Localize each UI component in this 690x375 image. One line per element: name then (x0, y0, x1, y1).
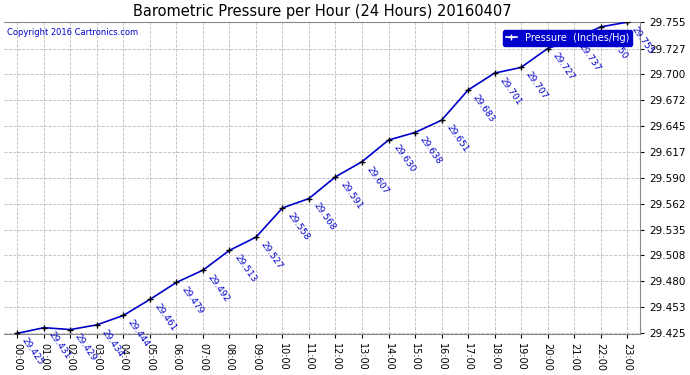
Pressure  (Inches/Hg) (66, 327, 75, 332)
Text: 29.630: 29.630 (391, 143, 417, 174)
Pressure  (Inches/Hg) (437, 118, 446, 123)
Pressure  (Inches/Hg) (358, 159, 366, 164)
Text: 29.755: 29.755 (630, 25, 656, 56)
Pressure  (Inches/Hg) (331, 175, 339, 179)
Pressure  (Inches/Hg) (199, 268, 207, 272)
Legend: Pressure  (Inches/Hg): Pressure (Inches/Hg) (502, 30, 632, 45)
Pressure  (Inches/Hg) (92, 322, 101, 327)
Text: 29.558: 29.558 (285, 211, 310, 242)
Pressure  (Inches/Hg) (119, 313, 128, 318)
Pressure  (Inches/Hg) (491, 71, 499, 75)
Text: 29.701: 29.701 (497, 76, 523, 107)
Text: 29.492: 29.492 (206, 273, 231, 304)
Text: 29.479: 29.479 (179, 285, 205, 316)
Text: 29.591: 29.591 (338, 180, 364, 211)
Text: 29.429: 29.429 (73, 332, 99, 363)
Text: 29.638: 29.638 (417, 135, 443, 166)
Text: 29.434: 29.434 (100, 328, 125, 358)
Pressure  (Inches/Hg) (13, 331, 21, 336)
Text: 29.425: 29.425 (20, 336, 46, 367)
Line: Pressure  (Inches/Hg): Pressure (Inches/Hg) (14, 19, 631, 337)
Pressure  (Inches/Hg) (226, 248, 234, 253)
Text: Copyright 2016 Cartronics.com: Copyright 2016 Cartronics.com (8, 28, 139, 37)
Pressure  (Inches/Hg) (146, 297, 154, 302)
Pressure  (Inches/Hg) (464, 88, 472, 92)
Text: 29.461: 29.461 (152, 302, 178, 333)
Text: 29.513: 29.513 (233, 253, 257, 284)
Text: 29.750: 29.750 (603, 30, 629, 61)
Text: 29.707: 29.707 (524, 70, 549, 101)
Text: 29.727: 29.727 (551, 51, 575, 82)
Pressure  (Inches/Hg) (570, 37, 578, 41)
Pressure  (Inches/Hg) (411, 130, 419, 135)
Text: 29.651: 29.651 (444, 123, 470, 154)
Text: 29.683: 29.683 (471, 93, 496, 124)
Text: 29.431: 29.431 (47, 330, 72, 362)
Pressure  (Inches/Hg) (384, 138, 393, 142)
Pressure  (Inches/Hg) (40, 326, 48, 330)
Text: 29.737: 29.737 (577, 42, 602, 73)
Text: 29.444: 29.444 (126, 318, 151, 349)
Pressure  (Inches/Hg) (623, 20, 631, 24)
Text: 29.607: 29.607 (365, 165, 391, 195)
Pressure  (Inches/Hg) (544, 46, 552, 51)
Pressure  (Inches/Hg) (252, 235, 260, 239)
Pressure  (Inches/Hg) (278, 206, 286, 210)
Text: 29.568: 29.568 (312, 201, 337, 232)
Text: 29.527: 29.527 (259, 240, 284, 271)
Pressure  (Inches/Hg) (517, 65, 525, 70)
Pressure  (Inches/Hg) (305, 196, 313, 201)
Title: Barometric Pressure per Hour (24 Hours) 20160407: Barometric Pressure per Hour (24 Hours) … (133, 4, 511, 19)
Pressure  (Inches/Hg) (596, 25, 604, 29)
Pressure  (Inches/Hg) (172, 280, 181, 285)
